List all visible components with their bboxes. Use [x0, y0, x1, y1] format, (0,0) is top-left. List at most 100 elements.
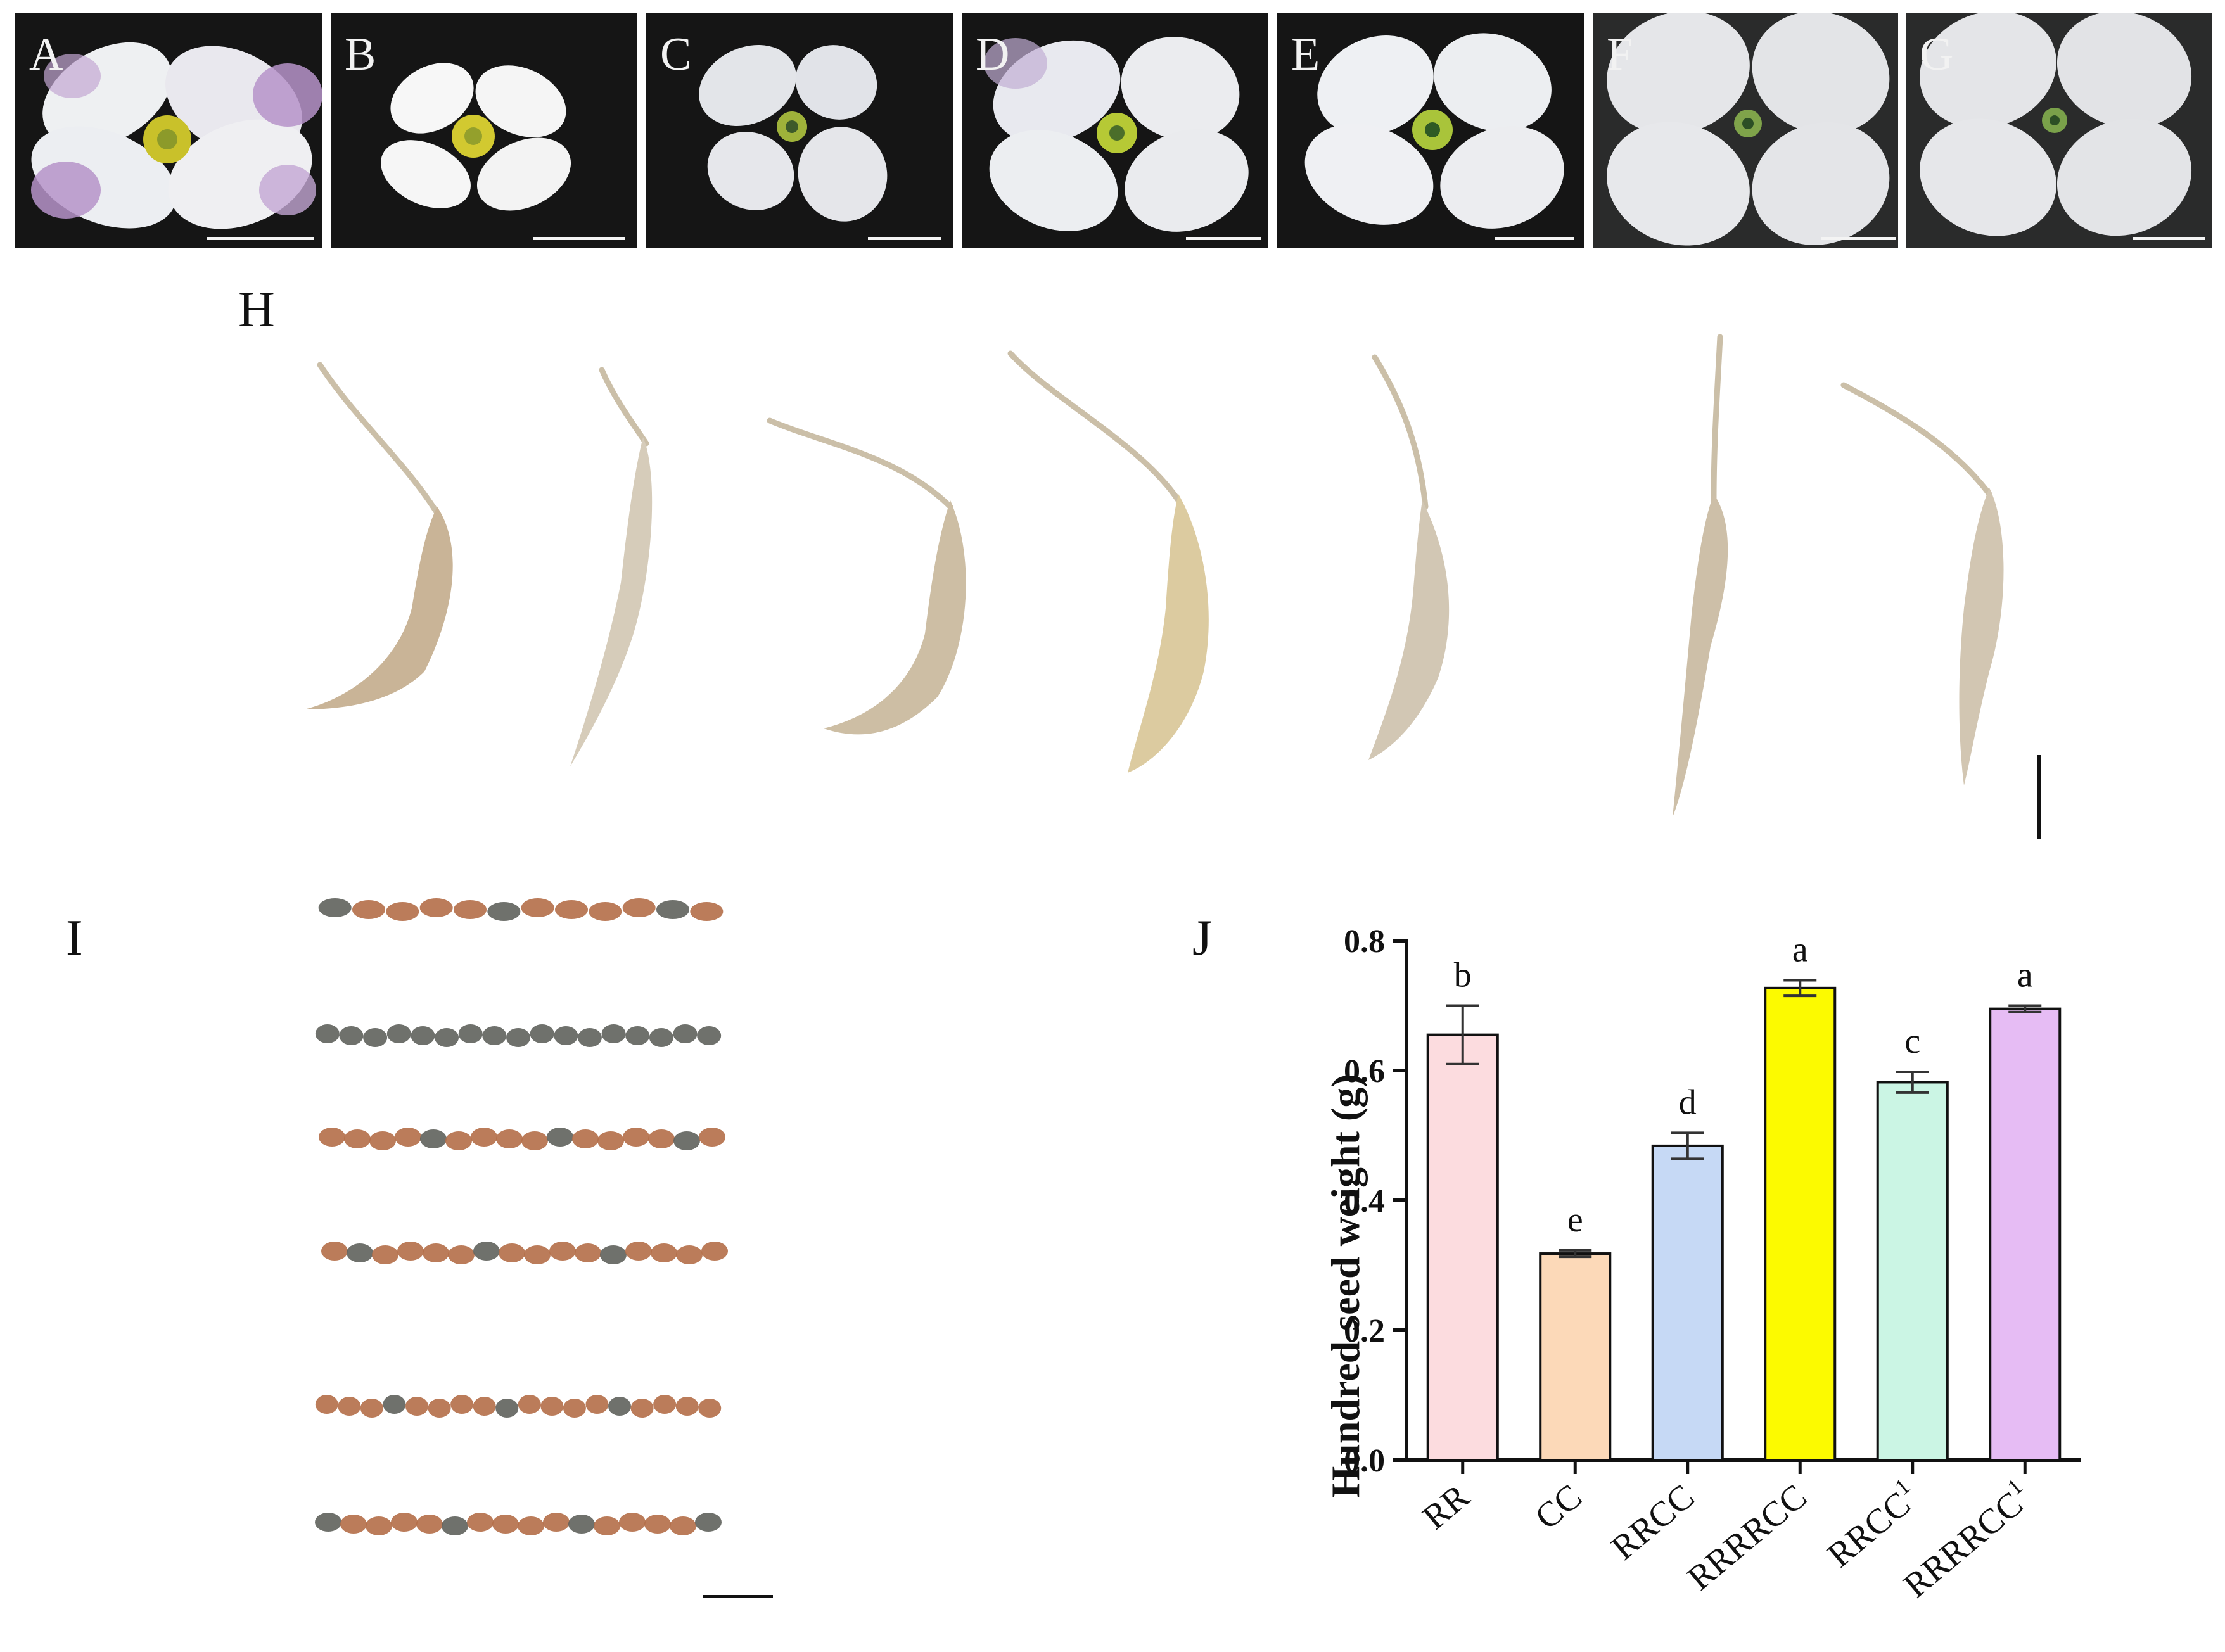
category-label: CC: [1528, 1477, 1590, 1537]
seed: [482, 1026, 507, 1045]
seed: [471, 1128, 497, 1147]
seed: [625, 1026, 650, 1045]
seed: [344, 1129, 371, 1148]
panel-label-j: J: [1192, 910, 1213, 966]
seed: [458, 1024, 483, 1043]
seed: [619, 1513, 646, 1532]
seed: [347, 1243, 373, 1262]
seed: [340, 1515, 367, 1534]
y-tick-label: 0.4: [1344, 1183, 1385, 1219]
seed: [568, 1515, 595, 1534]
seed: [600, 1245, 627, 1264]
bar: [1651, 1144, 1724, 1461]
significance-letter: a: [2017, 956, 2033, 995]
seed: [676, 1245, 703, 1264]
seed: [315, 1024, 340, 1043]
flower-panel-a: A: [15, 13, 322, 248]
seed: [411, 1026, 435, 1045]
seed: [670, 1516, 696, 1535]
seed: [405, 1397, 428, 1416]
flower-e-image: [1304, 33, 1564, 229]
seed: [575, 1243, 601, 1262]
flower-panel-label: A: [29, 29, 63, 80]
y-tick-label: 0.6: [1344, 1053, 1385, 1090]
scale-bar: [703, 1595, 773, 1598]
seed: [487, 902, 521, 921]
seed: [589, 902, 622, 921]
seed: [608, 1397, 631, 1416]
seed: [518, 1516, 544, 1535]
flower-panel-e: E: [1277, 13, 1584, 248]
seed: [549, 1242, 576, 1261]
seed: [499, 1243, 525, 1262]
seed: [594, 1516, 620, 1535]
seed: [352, 900, 385, 919]
seed: [397, 1242, 424, 1261]
category-label: RRCC: [1604, 1477, 1702, 1568]
flower-b-image: [381, 63, 571, 211]
significance-letter: e: [1567, 1200, 1583, 1240]
scale-bar: [1495, 237, 1574, 240]
seed: [597, 1131, 624, 1150]
seed: [372, 1245, 398, 1264]
silique-pods: [304, 437, 2004, 817]
seed: [386, 902, 419, 921]
flower-panel-b: B: [331, 13, 637, 248]
flower-panel-label: F: [1607, 29, 1633, 80]
seed: [450, 1395, 474, 1414]
category-label: RRRRCC: [1680, 1477, 1814, 1598]
seed: [644, 1515, 671, 1534]
seed: [454, 900, 487, 919]
panel-label-i: I: [66, 910, 83, 966]
y-tick-label: 0.8: [1344, 924, 1385, 960]
bar: [1989, 1007, 2062, 1461]
seed: [651, 1243, 677, 1262]
y-axis-label: Hundred seed weight (g): [1323, 1074, 1368, 1497]
seed: [315, 1395, 338, 1414]
seed: [547, 1128, 573, 1147]
seeds-image: [315, 898, 773, 1598]
seed: [572, 1129, 599, 1148]
seed: [649, 1028, 673, 1047]
scale-bar: [868, 237, 941, 240]
bar: [1426, 1033, 1499, 1461]
scale-bar: [207, 237, 314, 240]
seed: [363, 1028, 388, 1047]
seed: [419, 898, 453, 917]
seed: [395, 1128, 421, 1147]
seed: [442, 1516, 468, 1535]
seed: [623, 1128, 649, 1147]
seed: [697, 1026, 722, 1045]
flower-panel-label: E: [1291, 29, 1320, 80]
seed: [690, 902, 724, 921]
seed: [673, 1131, 700, 1150]
flower-panel-f: F: [1593, 13, 1898, 248]
y-tick-label: 0.2: [1344, 1313, 1385, 1349]
seed: [630, 1399, 654, 1418]
seed: [339, 1026, 364, 1045]
seed: [428, 1399, 451, 1418]
category-label: RR: [1415, 1477, 1477, 1537]
scale-bar: [1821, 237, 1896, 240]
seed: [360, 1399, 383, 1418]
seed: [318, 898, 352, 917]
seed: [518, 1395, 541, 1414]
seed: [473, 1242, 500, 1261]
flower-d-image: [984, 37, 1249, 232]
seed: [601, 1024, 626, 1043]
seed: [492, 1515, 519, 1534]
flower-g-image: [1920, 13, 2192, 236]
seed: [416, 1515, 443, 1534]
seed: [521, 898, 554, 917]
seed: [563, 1399, 586, 1418]
flower-a-image: [31, 42, 322, 229]
significance-letter: c: [1904, 1022, 1920, 1061]
seed: [391, 1513, 418, 1532]
significance-letter: d: [1679, 1083, 1697, 1122]
scale-bar: [2133, 237, 2205, 240]
seed: [473, 1397, 496, 1416]
seed: [338, 1397, 361, 1416]
seed: [315, 1513, 341, 1532]
seed: [543, 1513, 570, 1532]
siliques-image: [304, 334, 2041, 839]
